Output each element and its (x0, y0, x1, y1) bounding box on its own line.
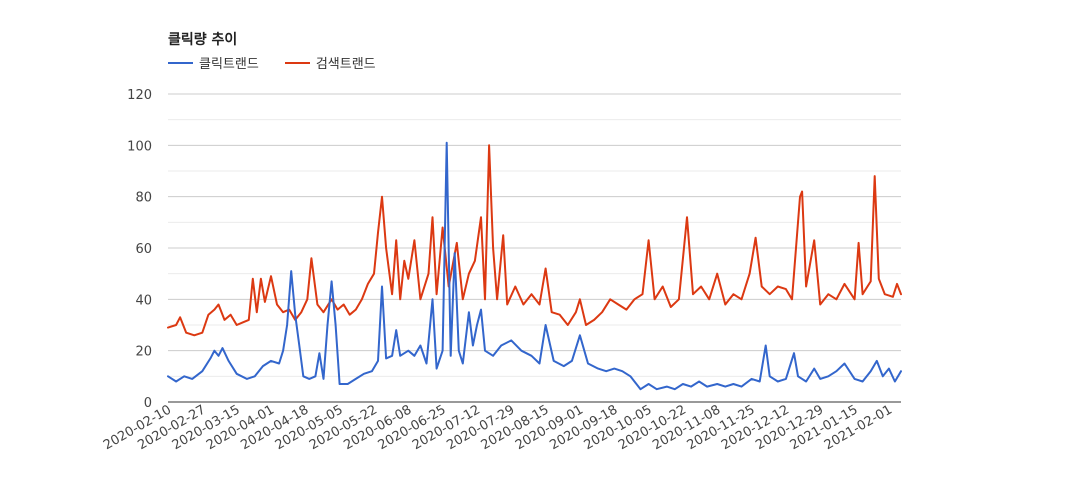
y-tick-label: 60 (135, 242, 152, 257)
legend-label-click-trend: 클릭트랜드 (199, 57, 259, 72)
y-tick-label: 100 (127, 139, 152, 154)
y-tick-label: 20 (135, 345, 152, 360)
legend-label-search-trend: 검색트랜드 (315, 57, 376, 72)
series-line-click-trend[interactable] (167, 141, 902, 391)
series-line-search-trend[interactable] (167, 144, 902, 337)
legend-item-click-trend[interactable]: 클릭트랜드 (168, 53, 259, 72)
y-axis: 0 20 40 60 80 100 120 (127, 88, 152, 411)
legend-item-search-trend[interactable]: 검색트랜드 (284, 53, 376, 72)
series-lines (167, 141, 902, 391)
y-tick-label: 40 (135, 293, 152, 308)
x-axis: 2020-02-102020-02-272020-03-152020-04-01… (101, 402, 895, 453)
legend-swatch-search-trend (284, 61, 310, 64)
y-tick-label: 0 (144, 396, 152, 411)
legend: 클릭트랜드 검색트랜드 (168, 53, 402, 72)
legend-swatch-click-trend (168, 61, 193, 64)
y-tick-label: 80 (135, 191, 152, 206)
y-tick-label: 120 (127, 88, 152, 103)
chart-title: 클릭량 추이 (168, 32, 238, 48)
gridlines (168, 93, 901, 403)
